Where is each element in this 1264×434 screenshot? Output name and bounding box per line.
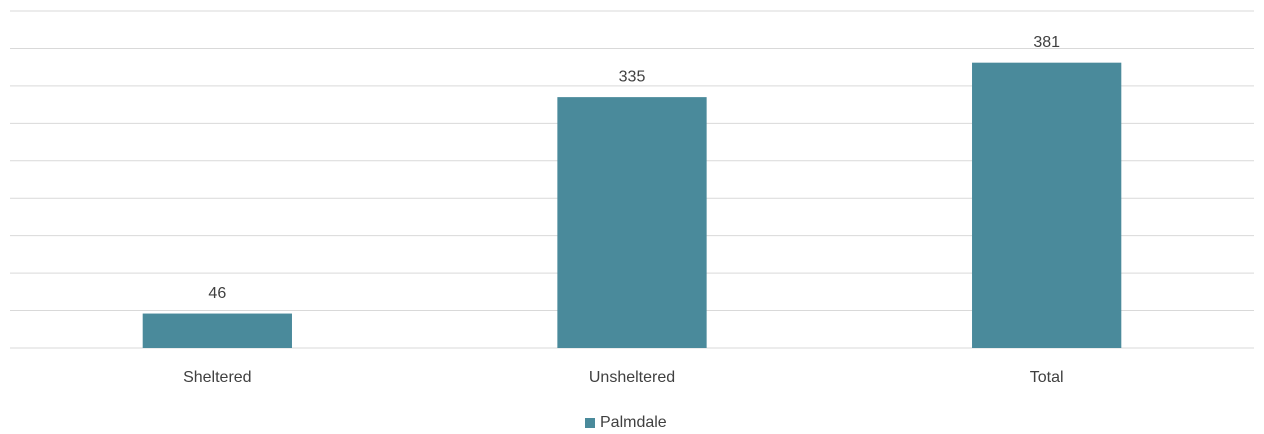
bar bbox=[142, 313, 292, 348]
x-tick-label: Unsheltered bbox=[589, 369, 675, 386]
data-label: 381 bbox=[1033, 34, 1060, 51]
data-label: 335 bbox=[619, 68, 646, 85]
bar bbox=[557, 97, 707, 348]
legend-label: Palmdale bbox=[600, 414, 667, 431]
legend-swatch bbox=[585, 418, 595, 428]
data-label: 46 bbox=[208, 285, 226, 302]
x-tick-label: Total bbox=[1030, 369, 1064, 386]
x-tick-label: Sheltered bbox=[183, 369, 252, 386]
bar bbox=[972, 62, 1122, 348]
